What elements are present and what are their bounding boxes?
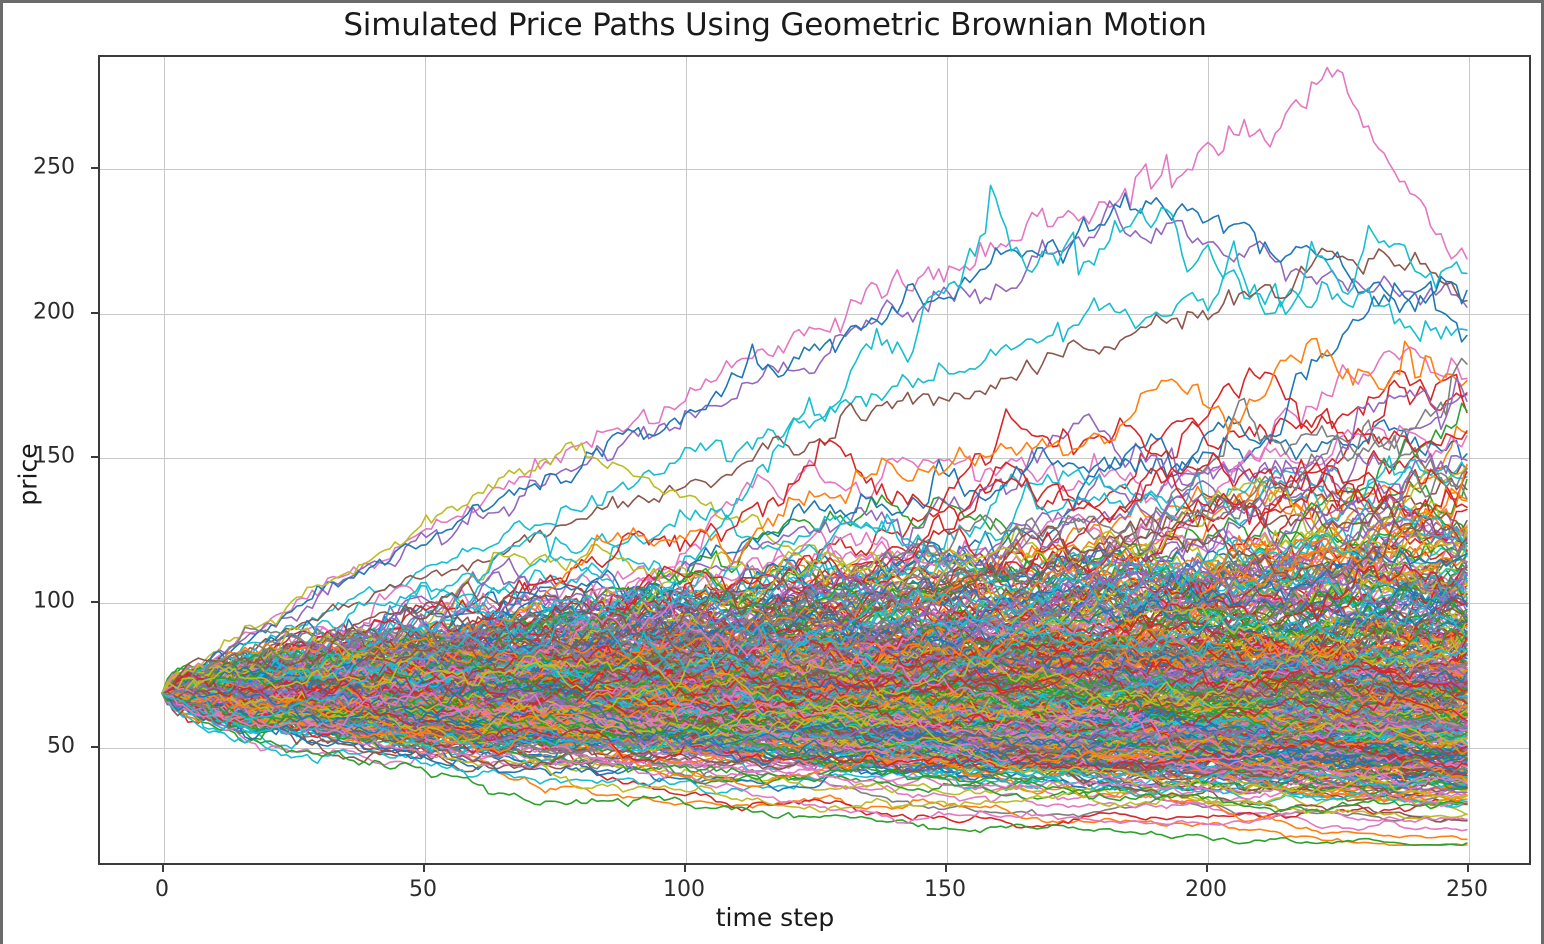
gridline-x-0 [164, 57, 166, 863]
price-path [161, 608, 1468, 716]
ytick-label-50: 50 [47, 733, 75, 759]
price-path [161, 377, 1468, 709]
y-axis-label: price [13, 443, 43, 506]
xtick-label-50: 50 [409, 877, 437, 902]
price-path [161, 588, 1468, 730]
price-path [161, 337, 1468, 701]
price-path [161, 683, 1468, 800]
gridline-x-250 [1469, 57, 1471, 863]
price-path [161, 663, 1468, 735]
price-path [161, 587, 1468, 709]
price-path [161, 515, 1468, 699]
price-path [161, 367, 1468, 704]
price-path [161, 675, 1468, 820]
price-path [161, 550, 1468, 722]
plot-area[interactable] [98, 55, 1531, 865]
price-path [161, 643, 1468, 729]
xtick-label-0: 0 [155, 877, 169, 902]
xtick-mark-50 [423, 865, 425, 872]
x-axis-label: time step [715, 903, 835, 932]
ytick-mark-150 [91, 456, 98, 458]
ytick-mark-200 [91, 312, 98, 314]
price-path [161, 681, 1468, 752]
gridline-y-250 [100, 169, 1529, 171]
price-path [161, 247, 1468, 695]
price-path [161, 585, 1468, 695]
gridline-x-50 [425, 57, 427, 863]
price-path [161, 357, 1468, 699]
price-path [161, 666, 1468, 789]
price-path [161, 200, 1468, 695]
ytick-label-100: 100 [33, 588, 75, 614]
xtick-label-150: 150 [924, 877, 966, 902]
ytick-mark-50 [91, 746, 98, 748]
xtick-mark-150 [945, 865, 947, 872]
price-path [161, 692, 1468, 826]
price-path [161, 461, 1468, 700]
ytick-label-200: 200 [33, 299, 75, 325]
xtick-mark-0 [162, 865, 164, 872]
price-path [161, 652, 1468, 711]
gridline-x-200 [1208, 57, 1210, 863]
price-path [161, 683, 1468, 762]
price-path [161, 603, 1468, 755]
xtick-mark-200 [1206, 865, 1208, 872]
price-path [161, 692, 1468, 759]
ytick-label-250: 250 [33, 154, 75, 180]
gridline-y-200 [100, 314, 1529, 316]
xtick-mark-100 [684, 865, 686, 872]
price-path [161, 452, 1468, 704]
price-path [161, 683, 1468, 777]
price-path [161, 192, 1468, 695]
price-path [161, 692, 1468, 847]
xtick-label-250: 250 [1446, 877, 1488, 902]
price-path [161, 627, 1468, 778]
price-path [161, 692, 1468, 808]
price-paths-svg [161, 66, 1468, 847]
price-path [161, 691, 1468, 793]
price-path [161, 413, 1468, 697]
ytick-mark-100 [91, 601, 98, 603]
price-path [161, 558, 1468, 714]
price-path [161, 592, 1468, 711]
price-path [161, 604, 1468, 695]
price-path [161, 657, 1468, 721]
price-path [161, 681, 1468, 761]
price-path [161, 517, 1468, 699]
page-title: Simulated Price Paths Using Geometric Br… [343, 7, 1207, 43]
xtick-label-200: 200 [1185, 877, 1227, 902]
price-path [161, 671, 1468, 773]
price-path [161, 692, 1468, 805]
ytick-label-150: 150 [33, 443, 75, 469]
ytick-mark-250 [91, 167, 98, 169]
gridline-x-100 [686, 57, 688, 863]
price-path [161, 654, 1468, 799]
price-path [161, 688, 1468, 781]
price-path [161, 532, 1468, 695]
xtick-label-100: 100 [663, 877, 705, 902]
price-path [161, 612, 1468, 698]
price-path [161, 684, 1468, 785]
price-path [161, 690, 1468, 788]
price-path [161, 689, 1468, 789]
price-path [161, 672, 1468, 748]
xtick-mark-250 [1467, 865, 1469, 872]
gridline-y-150 [100, 458, 1529, 460]
